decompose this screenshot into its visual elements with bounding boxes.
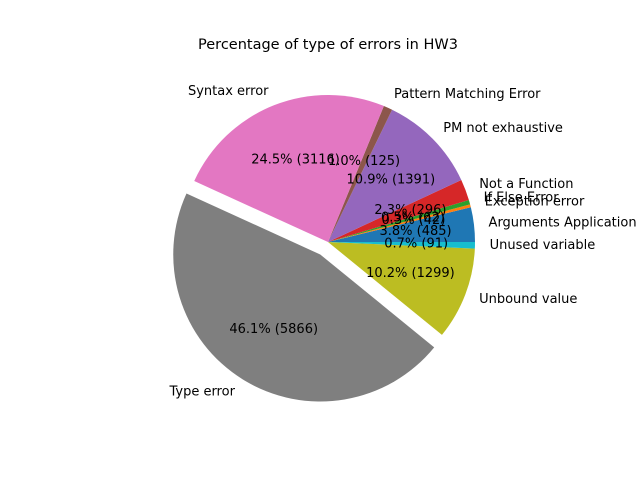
category-label-pm-not-exhaustive: PM not exhaustive	[443, 121, 563, 136]
pie-slice-exception-error	[328, 204, 471, 242]
pct-label-arguments-application: 3.8% (485)	[380, 224, 452, 239]
pie-slices	[173, 94, 475, 402]
pct-label-unused-variable: 0.7% (91)	[384, 236, 448, 251]
category-label-unused-variable: Unused variable	[490, 238, 596, 253]
category-label-syntax-error: Syntax error	[188, 84, 269, 99]
pct-label-pm-not-exhaustive: 10.9% (1391)	[347, 173, 436, 188]
pct-label-pattern-matching-error: 1.0% (125)	[328, 154, 400, 169]
category-label-pattern-matching-error: Pattern Matching Error	[394, 87, 541, 102]
pct-label-exception-error: 0.3% (42)	[382, 213, 446, 228]
pie-slice-pattern-matching-error	[328, 106, 393, 242]
pct-label-type-error: 46.1% (5866)	[229, 322, 318, 337]
pct-label-not-a-function: 2.3% (296)	[374, 203, 446, 218]
pct-label-unbound-value: 10.2% (1299)	[366, 266, 455, 281]
chart-title: Percentage of type of errors in HW3	[198, 37, 458, 53]
pie-slice-not-a-function	[328, 180, 469, 242]
category-label-unbound-value: Unbound value	[479, 292, 577, 307]
pie-slice-unbound-value	[328, 242, 475, 335]
pie-slice-if-else-error	[328, 200, 471, 242]
pie-slice-pm-not-exhaustive	[328, 109, 462, 242]
pct-label-if-else-error: 0.5% (62)	[381, 211, 445, 226]
pct-label-syntax-error: 24.5% (3116)	[251, 152, 340, 167]
percentage-labels: 3.8% (485)0.3% (42)0.5% (62)2.3% (296) 10…	[229, 152, 454, 336]
category-label-arguments-application: Arguments Application	[489, 215, 637, 230]
category-label-not-a-function: Not a Function	[479, 177, 573, 192]
category-label-exception-error: Exception error	[485, 195, 585, 210]
pie-slice-type-error	[173, 193, 435, 402]
category-label-if-else-error: If Else Error	[484, 191, 560, 206]
pie-slice-syntax-error	[194, 94, 384, 242]
pie-slice-unused-variable	[328, 242, 475, 249]
category-label-type-error: Type error	[168, 384, 235, 399]
pie-slice-arguments-application	[328, 207, 475, 242]
